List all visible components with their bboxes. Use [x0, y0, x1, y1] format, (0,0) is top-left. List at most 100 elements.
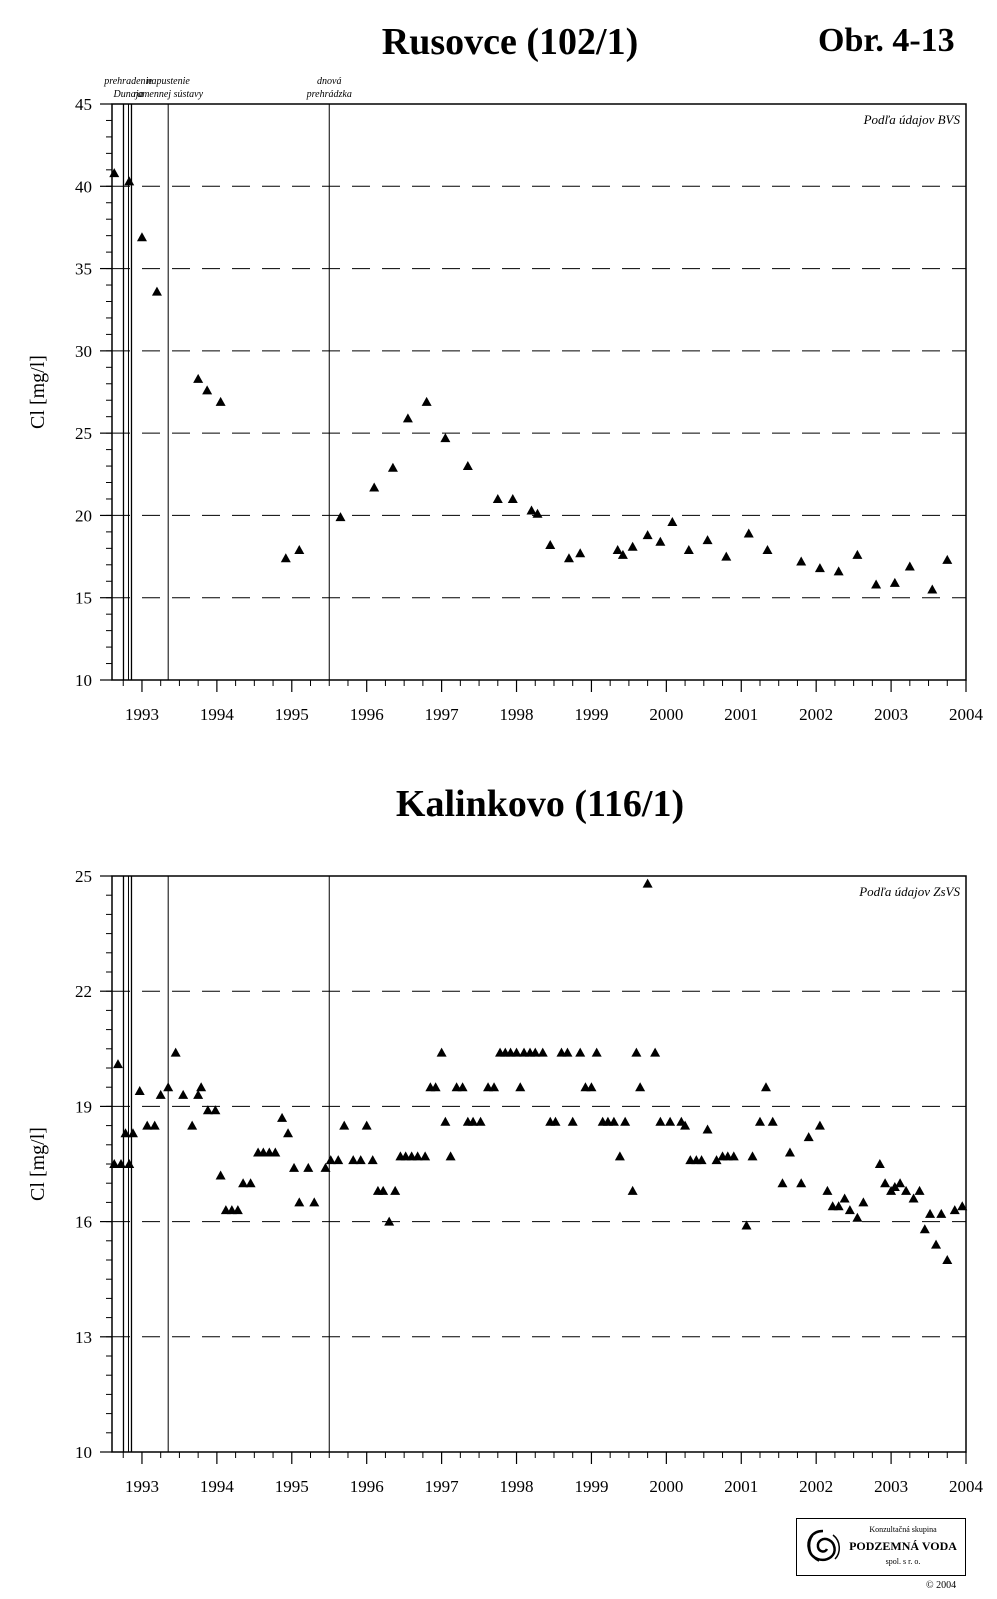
chart-1-event-label: ramennej sústavy	[133, 89, 203, 100]
chart-2-data-point	[355, 1155, 366, 1165]
chart-2-data-point	[760, 1082, 771, 1092]
chart-2-data-point	[155, 1089, 166, 1099]
chart-1-data-point	[942, 554, 953, 564]
chart-2-x-tick-label: 2000	[649, 1477, 683, 1496]
chart-2-data-point	[309, 1197, 320, 1207]
chart-2-x-tick-label: 2002	[799, 1477, 833, 1496]
chart-2-data-point	[378, 1185, 389, 1195]
chart-1-data-point	[151, 286, 162, 296]
logo-line3: spol. s r. o.	[885, 1557, 921, 1566]
chart-2-data-point	[796, 1178, 807, 1188]
chart-rusovce: 10 15 20 25 30 35 40 45 1993 1994 1995 1996 1997 1998…	[27, 76, 984, 724]
chart-1-data-point	[215, 396, 226, 406]
chart-1-data-point	[507, 493, 518, 503]
chart-1-data-point	[871, 579, 882, 589]
chart-1-y-tick-label: 20	[75, 506, 92, 525]
chart-2-data-point	[833, 1201, 844, 1211]
chart-1-x-tick-label: 2001	[724, 705, 758, 724]
chart-2-data-point	[901, 1185, 912, 1195]
chart-1-source-note: Podľa údajov BVS	[863, 112, 961, 127]
chart-2-data-point	[232, 1205, 243, 1215]
chart-2-data-point	[741, 1220, 752, 1230]
chart-1-x-tick-label: 1995	[275, 705, 309, 724]
chart-1-data-point	[655, 536, 666, 546]
chart-2-data-point	[475, 1116, 486, 1126]
chart-2-data-point	[655, 1116, 666, 1126]
chart-1-data-point	[402, 413, 413, 423]
chart-1-data-point	[833, 566, 844, 576]
chart-2-data-point	[747, 1151, 758, 1161]
chart-1-data-point	[294, 544, 305, 554]
chart-2-data-point	[320, 1162, 331, 1172]
chart-2-data-point	[468, 1116, 479, 1126]
chart-1-data-point	[387, 462, 398, 472]
chart-2-data-point	[591, 1047, 602, 1057]
company-logo: Konzultačná skupina PODZEMNÁ VODA spol. …	[796, 1518, 966, 1576]
chart-2-data-point	[196, 1082, 207, 1092]
chart-2-data-point	[511, 1047, 522, 1057]
chart-2-data-point	[631, 1047, 642, 1057]
chart-1-data-point	[627, 541, 638, 551]
chart-2-data-point	[270, 1147, 281, 1157]
chart-1-x-tick-label: 2003	[874, 705, 908, 724]
chart-2-data-point	[627, 1185, 638, 1195]
chart-2-data-point	[919, 1224, 930, 1234]
chart-2-data-point	[908, 1193, 919, 1203]
chart-2-data-point	[650, 1047, 661, 1057]
chart-2-x-tick-label: 1997	[425, 1477, 460, 1496]
chart-1-x-tick-label: 1994	[200, 705, 235, 724]
chart-2-data-point	[163, 1082, 174, 1092]
chart-1-data-point	[889, 577, 900, 587]
chart-1-data-point	[814, 563, 825, 573]
chart-2-data-point	[325, 1155, 336, 1165]
chart-2-data-point	[289, 1162, 300, 1172]
chart-2-data-point	[238, 1178, 249, 1188]
chart-1-x-tick-label: 1996	[350, 705, 384, 724]
chart-2-data-point	[420, 1151, 431, 1161]
chart-1-data-point	[202, 385, 213, 395]
chart-1-x-tick-label: 2000	[649, 705, 683, 724]
chart-1-data-point	[124, 176, 135, 186]
chart-1-data-point	[563, 553, 574, 563]
chart-1-y-tick-label: 40	[75, 177, 92, 196]
chart-1-data-point	[667, 517, 678, 527]
chart-2-data-point	[178, 1089, 189, 1099]
chart-2-x-tick-label: 2004	[949, 1477, 984, 1496]
chart-2-data-point	[562, 1047, 573, 1057]
logo-line1: Konzultačná skupina	[869, 1525, 937, 1534]
chart-2-data-point	[642, 878, 653, 888]
chart-2-data-point	[957, 1201, 968, 1211]
chart-2-data-point	[333, 1155, 344, 1165]
chart-2-x-tick-label: 1995	[275, 1477, 309, 1496]
chart-2-data-point	[339, 1120, 350, 1130]
logo-line2: PODZEMNÁ VODA	[849, 1539, 957, 1553]
chart-2-data-point	[777, 1178, 788, 1188]
chart-1-data-point	[702, 535, 713, 545]
chart-2-data-point	[367, 1155, 378, 1165]
chart-1-y-tick-label: 30	[75, 342, 92, 361]
chart-2-data-point	[665, 1116, 676, 1126]
chart-2-data-point	[858, 1197, 869, 1207]
chart-2-data-point	[457, 1082, 468, 1092]
chart-2-data-point	[567, 1116, 578, 1126]
chart-2-data-point	[202, 1105, 213, 1115]
chart-2-data-point	[193, 1089, 204, 1099]
chart-2-data-point	[822, 1185, 833, 1195]
chart-2-data-point	[803, 1132, 814, 1142]
chart-2-x-tick-label: 1994	[200, 1477, 235, 1496]
chart-2-data-point	[575, 1047, 586, 1057]
chart-1-data-point	[492, 493, 503, 503]
chart-2-data-point	[283, 1128, 294, 1138]
chart-2-data-point	[839, 1193, 850, 1203]
chart-2-data-point	[702, 1124, 713, 1134]
chart-2-data-point	[949, 1205, 960, 1215]
chart-2-data-point	[142, 1120, 153, 1130]
chart-2-x-tick-label: 2003	[874, 1477, 908, 1496]
chart-1-data-point	[526, 505, 537, 515]
chart-2-data-point	[277, 1112, 288, 1122]
chart-2-data-point	[384, 1216, 395, 1226]
chart-2-data-point	[936, 1208, 947, 1218]
chart-2-y-tick-label: 22	[75, 982, 92, 1001]
chart-1-data-point	[193, 373, 204, 383]
chart-1-data-point	[617, 549, 628, 559]
